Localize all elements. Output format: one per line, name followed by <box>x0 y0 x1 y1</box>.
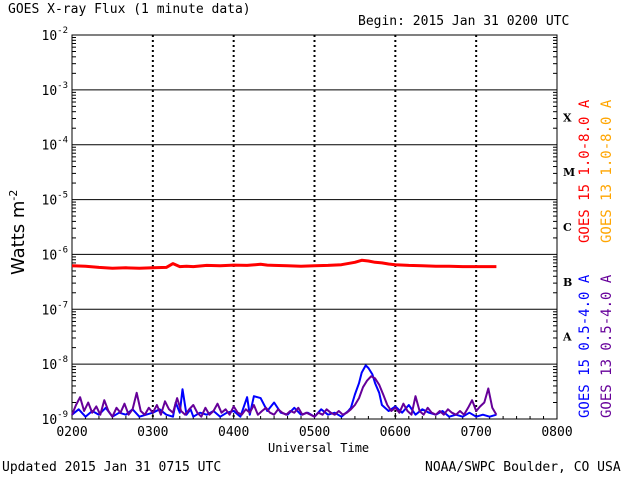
grid-lines <box>72 89 557 365</box>
series-lines <box>71 258 498 418</box>
credit-label: NOAA/SWPC Boulder, CO USA <box>425 460 621 475</box>
flare-class-labels: A B C M X <box>562 111 575 343</box>
flare-class-c: C <box>563 221 572 234</box>
x-tick-label: 0300 <box>137 425 168 440</box>
flare-class-x: X <box>563 111 572 124</box>
x-tick-label: 0700 <box>461 425 492 440</box>
y-tick-label: 10-9 <box>42 410 69 428</box>
y-tick-label: 10-5 <box>42 191 69 209</box>
updated-timestamp: Updated 2015 Jan 31 0715 UTC <box>2 460 222 475</box>
y-tick-label: 10-4 <box>42 136 69 154</box>
x-tick-label: 0400 <box>218 425 249 440</box>
legend-goes13-long: GOES 13 1.0-8.0 A <box>599 99 615 243</box>
legend-goes13-short: GOES 13 0.5-4.0 A <box>599 274 615 418</box>
y-tick-label: 10-3 <box>42 81 69 99</box>
y-tick-label: 10-2 <box>42 26 69 44</box>
y-tick-label: 10-8 <box>42 355 69 373</box>
y-tick-label: 10-7 <box>42 300 69 318</box>
chart-title: GOES X-ray Flux (1 minute data) <box>8 2 251 17</box>
y-tick-label: 10-6 <box>42 245 69 263</box>
x-tick-label: 0600 <box>380 425 411 440</box>
y-tick-labels: 10-9 10-8 10-7 10-6 10-5 10-4 10-3 10-2 <box>42 26 69 428</box>
flare-class-a: A <box>562 331 572 344</box>
x-tick-label: 0200 <box>56 425 87 440</box>
x-tick-labels: 0200 0300 0400 0500 0600 0700 0800 <box>56 425 572 440</box>
flare-class-m: M <box>563 166 575 179</box>
series-goes-15-0-5-4-0-a <box>71 364 497 418</box>
legend-goes15-short: GOES 15 0.5-4.0 A <box>577 274 593 418</box>
series-goes-13-0-5-4-0-a <box>71 375 498 418</box>
y-axis-label: Watts m-2 <box>7 189 29 275</box>
legend-goes15-long: GOES 15 1.0-8.0 A <box>577 99 593 243</box>
flare-class-b: B <box>563 276 572 289</box>
begin-time-label: Begin: 2015 Jan 31 0200 UTC <box>358 14 570 29</box>
x-tick-label: 0500 <box>299 425 330 440</box>
series-goes-15-1-0-8-0-a <box>71 258 497 270</box>
hour-dotted-grid <box>71 35 558 419</box>
x-tick-label: 0800 <box>541 425 572 440</box>
x-axis-label: Universal Time <box>268 441 370 455</box>
